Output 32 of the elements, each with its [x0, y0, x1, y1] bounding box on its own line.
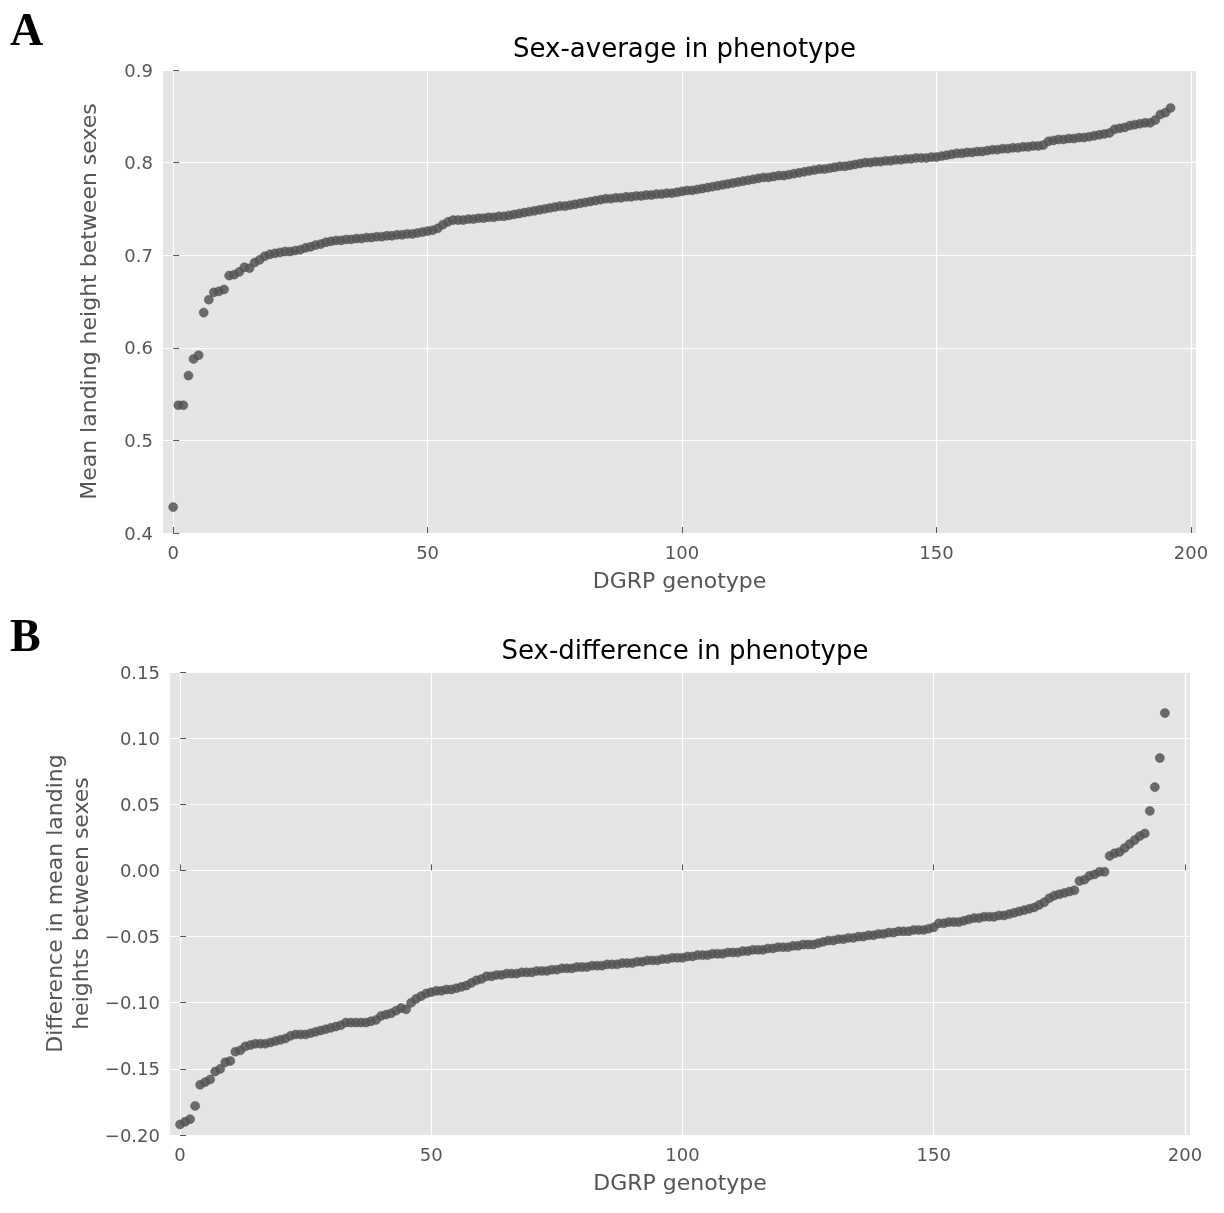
y-axis-title: Difference in mean landing heights between sexes	[42, 754, 94, 1053]
x-tick-label: 150	[916, 1143, 951, 1165]
x-axis-title: DGRP genotype	[592, 567, 767, 593]
y-tick-label: 0.15	[119, 661, 160, 683]
x-tick-label: 0	[174, 1143, 186, 1165]
y-tick-label: 0.7	[124, 244, 153, 266]
x-axis-title: DGRP genotype	[593, 1169, 767, 1195]
y-tick-label: 0.4	[124, 522, 153, 544]
x-tick-label: 100	[664, 541, 700, 563]
y-tick-label: −0.20	[104, 1124, 160, 1146]
x-tick-label: 100	[665, 1143, 700, 1165]
y-tick-label: 0.05	[119, 793, 160, 815]
y-tick-label: −0.05	[104, 926, 160, 948]
y-tick-label: −0.15	[104, 1058, 160, 1080]
y-tick-label: −0.10	[104, 992, 160, 1014]
text: B	[10, 609, 41, 661]
x-tick-label: 200	[1167, 1143, 1203, 1165]
y-tick-label: 0.9	[124, 59, 153, 81]
y-tick-label: 0.6	[124, 337, 153, 359]
x-tick-label: 50	[419, 1143, 443, 1165]
x-tick-label: 150	[919, 541, 954, 563]
x-tick-label: 50	[416, 541, 440, 563]
y-tick-label: 0.10	[119, 727, 160, 749]
y-tick-label: 0.8	[124, 152, 153, 174]
y-tick-label: 0.5	[124, 429, 153, 451]
y-axis-title: Mean landing height between sexes	[75, 103, 101, 500]
x-tick-label: 0	[167, 541, 179, 563]
y-tick-label: 0.00	[119, 859, 160, 881]
text: A	[10, 3, 44, 55]
x-tick-label: 200	[1173, 541, 1209, 563]
chart-title: Sex-average in phenotype	[513, 33, 856, 63]
chart-title: Sex-difference in phenotype	[501, 635, 869, 665]
